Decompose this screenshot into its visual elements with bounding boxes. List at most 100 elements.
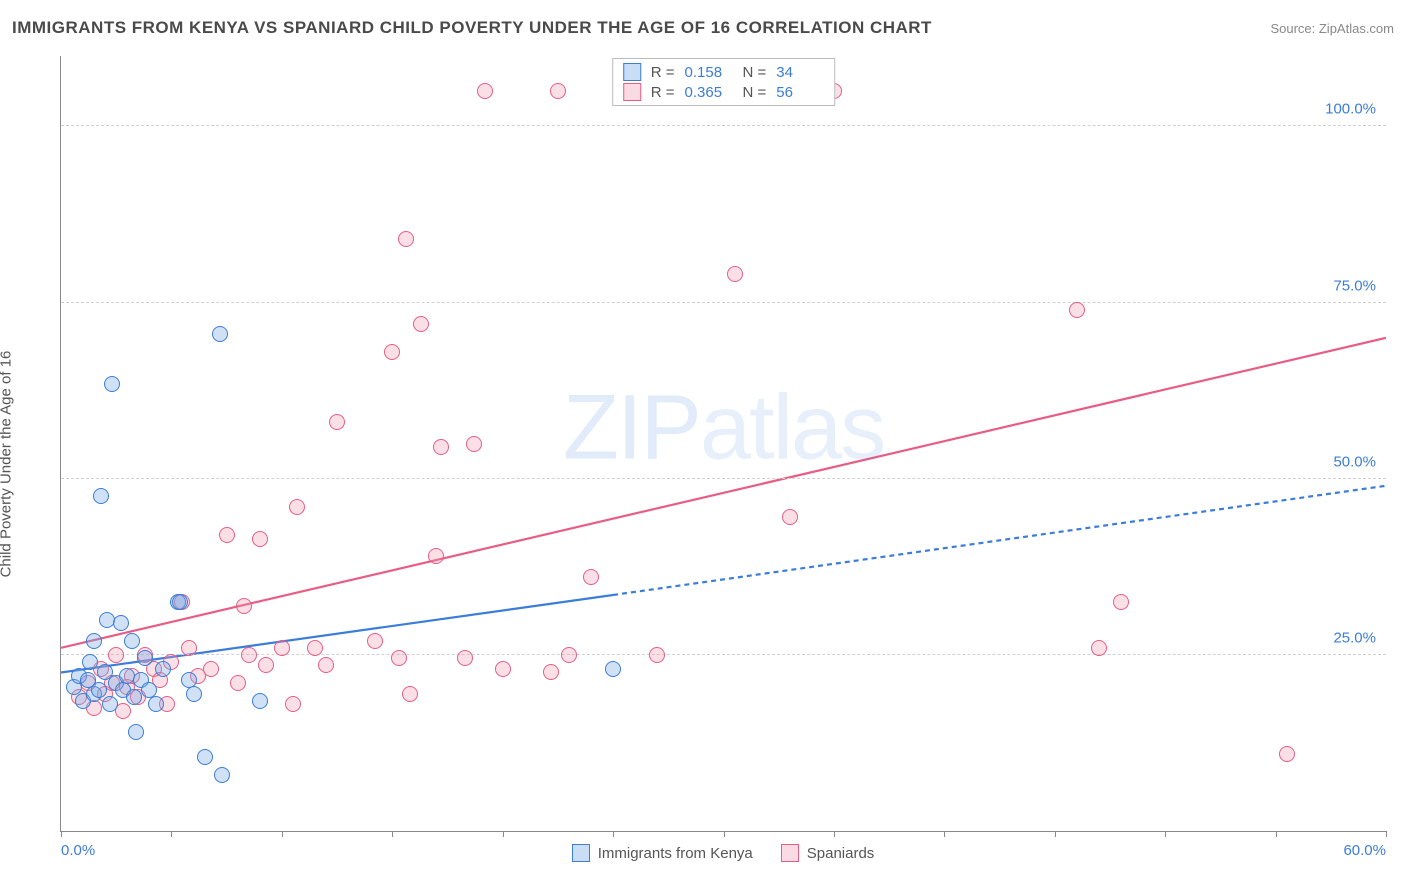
scatter-point — [212, 326, 228, 342]
scatter-point — [102, 696, 118, 712]
y-tick-label: 100.0% — [1325, 101, 1376, 118]
plot-region: ZIPatlas R =0.158N =34R =0.365N =56 25.0… — [60, 56, 1386, 832]
chart-area: Child Poverty Under the Age of 16 ZIPatl… — [12, 48, 1394, 880]
scatter-point — [433, 439, 449, 455]
x-tick — [1386, 831, 1387, 837]
scatter-point — [367, 633, 383, 649]
scatter-point — [203, 661, 219, 677]
watermark-thin: atlas — [700, 377, 884, 479]
legend-swatch — [781, 844, 799, 862]
scatter-point — [172, 594, 188, 610]
scatter-point — [148, 696, 164, 712]
scatter-point — [477, 83, 493, 99]
legend-r-label: R = — [651, 64, 675, 81]
scatter-point — [428, 548, 444, 564]
x-tick — [392, 831, 393, 837]
scatter-point — [230, 675, 246, 691]
chart-header: IMMIGRANTS FROM KENYA VS SPANIARD CHILD … — [12, 18, 1394, 38]
legend-swatch — [572, 844, 590, 862]
x-tick — [1055, 831, 1056, 837]
scatter-point — [252, 531, 268, 547]
scatter-point — [782, 509, 798, 525]
scatter-point — [91, 682, 107, 698]
scatter-point — [285, 696, 301, 712]
gridline-h — [61, 302, 1386, 303]
trend-lines — [61, 56, 1386, 831]
legend-stats: R =0.158N =34R =0.365N =56 — [612, 58, 836, 106]
legend-r-value: 0.158 — [685, 64, 733, 81]
x-tick — [1165, 831, 1166, 837]
legend-n-label: N = — [743, 64, 767, 81]
legend-n-value: 34 — [776, 64, 824, 81]
source-prefix: Source: — [1270, 21, 1318, 36]
legend-n-label: N = — [743, 84, 767, 101]
legend-series: Immigrants from Kenya Spaniards — [60, 844, 1386, 862]
y-tick-label: 75.0% — [1333, 277, 1376, 294]
scatter-point — [413, 316, 429, 332]
legend-series-label: Spaniards — [807, 845, 875, 862]
scatter-point — [384, 344, 400, 360]
scatter-point — [82, 654, 98, 670]
scatter-point — [307, 640, 323, 656]
scatter-point — [466, 436, 482, 452]
legend-series-item: Immigrants from Kenya — [572, 844, 753, 862]
scatter-point — [605, 661, 621, 677]
legend-series-item: Spaniards — [781, 844, 875, 862]
scatter-point — [186, 686, 202, 702]
scatter-point — [181, 640, 197, 656]
scatter-point — [550, 83, 566, 99]
scatter-point — [543, 664, 559, 680]
source-name: ZipAtlas.com — [1319, 21, 1394, 36]
legend-series-label: Immigrants from Kenya — [598, 845, 753, 862]
scatter-point — [126, 689, 142, 705]
legend-swatch — [623, 83, 641, 101]
scatter-point — [649, 647, 665, 663]
y-axis-label: Child Poverty Under the Age of 16 — [0, 351, 15, 578]
scatter-point — [1279, 746, 1295, 762]
scatter-point — [214, 767, 230, 783]
scatter-point — [495, 661, 511, 677]
gridline-h — [61, 478, 1386, 479]
scatter-point — [1069, 302, 1085, 318]
scatter-point — [113, 615, 129, 631]
scatter-point — [1113, 594, 1129, 610]
legend-r-value: 0.365 — [685, 84, 733, 101]
scatter-point — [727, 266, 743, 282]
x-tick — [613, 831, 614, 837]
scatter-point — [124, 633, 140, 649]
trend-line — [61, 338, 1386, 648]
scatter-point — [402, 686, 418, 702]
legend-swatch — [623, 63, 641, 81]
trend-line — [613, 486, 1386, 595]
x-tick — [1276, 831, 1277, 837]
scatter-point — [252, 693, 268, 709]
scatter-point — [561, 647, 577, 663]
x-tick — [282, 831, 283, 837]
scatter-point — [108, 647, 124, 663]
scatter-point — [197, 749, 213, 765]
watermark: ZIPatlas — [563, 376, 884, 481]
scatter-point — [289, 499, 305, 515]
gridline-h — [61, 125, 1386, 126]
source-label: Source: ZipAtlas.com — [1270, 21, 1394, 36]
x-tick — [503, 831, 504, 837]
chart-title: IMMIGRANTS FROM KENYA VS SPANIARD CHILD … — [12, 18, 932, 38]
scatter-point — [318, 657, 334, 673]
watermark-bold: ZIP — [563, 377, 700, 479]
x-tick — [171, 831, 172, 837]
scatter-point — [86, 633, 102, 649]
scatter-point — [391, 650, 407, 666]
scatter-point — [457, 650, 473, 666]
scatter-point — [236, 598, 252, 614]
legend-r-label: R = — [651, 84, 675, 101]
scatter-point — [1091, 640, 1107, 656]
scatter-point — [241, 647, 257, 663]
scatter-point — [583, 569, 599, 585]
gridline-h — [61, 654, 1386, 655]
legend-stats-row: R =0.365N =56 — [623, 83, 825, 101]
y-tick-label: 25.0% — [1333, 629, 1376, 646]
x-tick — [834, 831, 835, 837]
scatter-point — [155, 661, 171, 677]
scatter-point — [104, 376, 120, 392]
scatter-point — [219, 527, 235, 543]
